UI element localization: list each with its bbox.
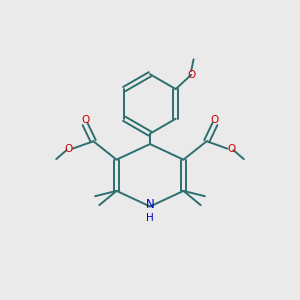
Text: N: N [146,198,154,211]
Text: O: O [64,144,73,154]
Text: O: O [227,144,236,154]
Text: H: H [146,213,154,223]
Text: O: O [81,116,89,125]
Text: O: O [211,116,219,125]
Text: O: O [187,70,195,80]
